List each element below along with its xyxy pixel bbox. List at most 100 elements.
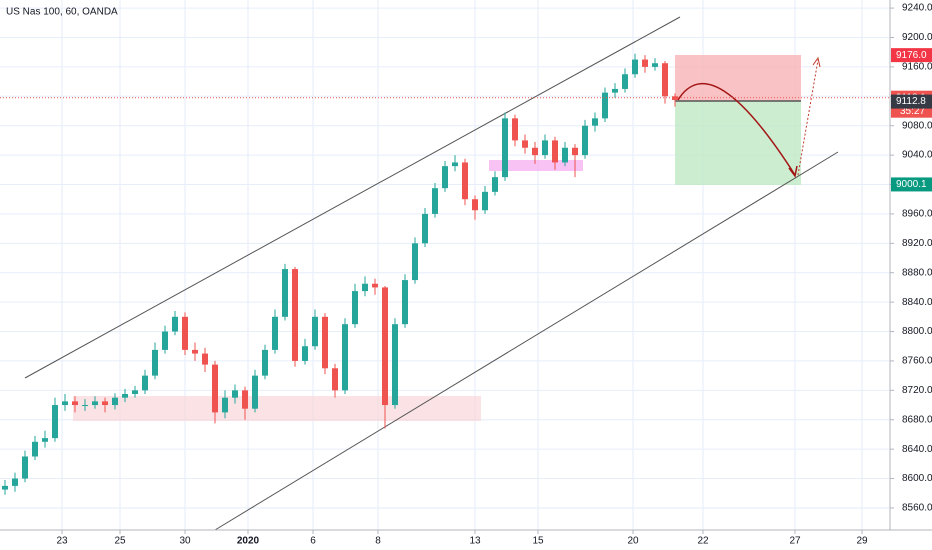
candle-body xyxy=(52,405,58,439)
x-tick-label: 13 xyxy=(469,536,481,547)
candle-body xyxy=(562,147,568,163)
arrow-head xyxy=(812,56,821,68)
candle-body xyxy=(202,353,208,365)
candle-body xyxy=(272,316,278,350)
candle-body xyxy=(312,316,318,347)
y-tick-label: 8760.0 xyxy=(902,356,932,367)
candle-body xyxy=(282,269,288,317)
price-label: 9112.8 xyxy=(896,96,926,107)
candle-body xyxy=(222,397,228,413)
candle-body xyxy=(652,63,658,67)
price-label: 9176.0 xyxy=(896,50,927,61)
candle-body xyxy=(462,162,468,200)
price-label: 9000.1 xyxy=(896,179,927,190)
y-tick-label: 8640.0 xyxy=(902,444,932,455)
projection-arrow xyxy=(677,82,796,176)
candle-body xyxy=(552,140,558,163)
price-label-bg xyxy=(891,48,932,63)
support-zone xyxy=(73,396,481,421)
price-label-bg xyxy=(891,94,932,109)
candle-body xyxy=(372,283,378,288)
candle-body xyxy=(242,390,248,409)
arrow-head xyxy=(788,165,798,178)
candle-body xyxy=(82,405,88,407)
candle-body xyxy=(402,280,408,325)
candle-body xyxy=(432,188,438,214)
candle-body xyxy=(72,401,78,406)
price-label-bg xyxy=(891,177,932,192)
x-tick-label: 27 xyxy=(789,536,801,547)
y-tick-label: 8800.0 xyxy=(902,326,932,337)
channel-bottom xyxy=(214,151,839,531)
candle-body xyxy=(532,147,538,156)
candle-body xyxy=(392,324,398,406)
candle-body xyxy=(162,331,168,350)
candle-body xyxy=(232,390,238,398)
candle-body xyxy=(152,349,158,376)
candle-body xyxy=(102,401,108,406)
candle-body xyxy=(422,213,428,244)
candle-body xyxy=(342,324,348,391)
y-tick-label: 8920.0 xyxy=(902,238,932,249)
channel-top xyxy=(24,16,681,379)
y-tick-label: 8680.0 xyxy=(902,414,932,425)
x-tick-label: 8 xyxy=(375,536,381,547)
chart-title: US Nas 100, 60, OANDA xyxy=(6,7,118,18)
candle-body xyxy=(472,199,478,211)
candle-body xyxy=(302,346,308,361)
candle-body xyxy=(262,349,268,376)
candle-body xyxy=(132,390,138,395)
candle-body xyxy=(112,397,118,406)
support-zone-small xyxy=(489,160,583,171)
y-tick-label: 9200.0 xyxy=(902,32,932,43)
candle-body xyxy=(542,140,548,156)
candle-body xyxy=(32,441,38,457)
candle-body xyxy=(252,375,258,409)
candle-body xyxy=(42,438,48,442)
candle-body xyxy=(192,349,198,354)
y-tick-label: 8560.0 xyxy=(902,503,932,514)
candle-body xyxy=(362,283,368,292)
candle-body xyxy=(502,118,508,178)
x-tick-label: 22 xyxy=(697,536,709,547)
candle-body xyxy=(512,118,518,141)
candle-body xyxy=(622,74,628,89)
candle-body xyxy=(292,269,298,361)
candle-body xyxy=(22,456,28,479)
candle-body xyxy=(332,368,338,391)
candle-body xyxy=(92,401,98,406)
countdown: 35:27 xyxy=(900,106,925,117)
candle-body xyxy=(122,394,128,398)
candle-body xyxy=(662,63,668,97)
projection-dotted xyxy=(797,59,819,176)
candle-body xyxy=(522,140,528,148)
candle-body xyxy=(572,147,578,156)
candle-body xyxy=(12,478,18,486)
candle-body xyxy=(2,485,8,490)
candle-body xyxy=(382,287,388,406)
candle-body xyxy=(612,88,618,93)
axes: 8560.0 8600.0 8640.0 8680.0 8720.0 8760.0 8800… xyxy=(56,3,932,547)
y-tick-label: 8600.0 xyxy=(902,473,932,484)
y-tick-label: 9080.0 xyxy=(902,120,932,131)
y-tick-label: 8840.0 xyxy=(902,297,932,308)
x-tick-label: 15 xyxy=(532,536,544,547)
y-tick-label: 8960.0 xyxy=(902,209,932,220)
candle-body xyxy=(322,316,328,369)
candle-body xyxy=(172,316,178,332)
x-tick-label: 2020 xyxy=(237,536,260,547)
candle-body xyxy=(412,243,418,281)
x-tick-label: 20 xyxy=(627,536,639,547)
candle-body xyxy=(142,375,148,391)
candle-body xyxy=(352,291,358,325)
x-tick-label: 6 xyxy=(310,536,316,547)
target-zone xyxy=(675,101,801,185)
stop-zone xyxy=(675,55,801,101)
y-tick-label: 9040.0 xyxy=(902,150,932,161)
candle-body xyxy=(482,191,488,211)
candle-body xyxy=(442,166,448,189)
y-tick-label: 9240.0 xyxy=(902,3,932,14)
candle-body xyxy=(492,177,498,192)
candle-body xyxy=(592,118,598,126)
